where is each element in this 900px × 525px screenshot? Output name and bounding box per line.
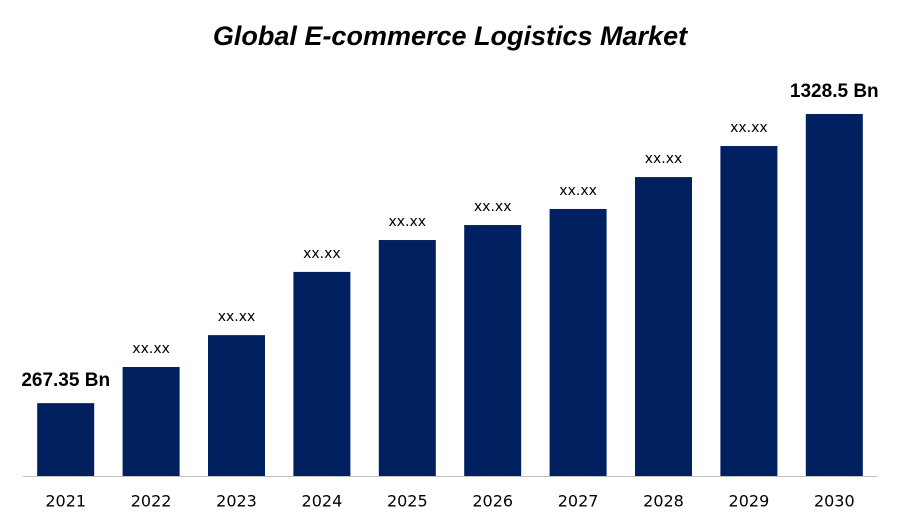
bar <box>635 177 692 476</box>
bar <box>378 240 436 476</box>
value-label: 267.35 Bn <box>21 370 110 391</box>
x-tick-label: 2021 <box>45 492 86 511</box>
value-label: xx.xx <box>389 214 427 230</box>
x-tick-label: 2028 <box>643 492 684 511</box>
value-label: xx.xx <box>474 199 512 215</box>
value-label: xx.xx <box>730 120 768 136</box>
value-label: xx.xx <box>218 309 256 325</box>
bar <box>122 367 180 476</box>
x-tick-label: 2026 <box>472 492 513 511</box>
chart-title: Global E-commerce Logistics Market <box>213 21 688 51</box>
value-label: 1328.5 Bn <box>790 81 879 102</box>
value-label: xx.xx <box>559 183 597 199</box>
bar <box>549 208 607 477</box>
bar <box>37 403 95 476</box>
bar <box>720 146 778 476</box>
x-tick-label: 2029 <box>729 492 770 511</box>
value-label: xx.xx <box>645 151 683 167</box>
x-tick-label: 2023 <box>216 492 257 511</box>
x-tick-label: 2025 <box>387 492 428 511</box>
bar <box>293 271 351 476</box>
value-label: xx.xx <box>303 246 341 262</box>
x-tick-label: 2024 <box>302 492 343 511</box>
x-tick-label: 2030 <box>814 492 855 511</box>
value-label: xx.xx <box>132 341 170 357</box>
bar <box>208 335 265 476</box>
x-tick-label: 2027 <box>558 492 599 511</box>
x-tick-label: 2022 <box>131 492 172 511</box>
bar <box>464 225 522 476</box>
bar <box>805 114 863 476</box>
